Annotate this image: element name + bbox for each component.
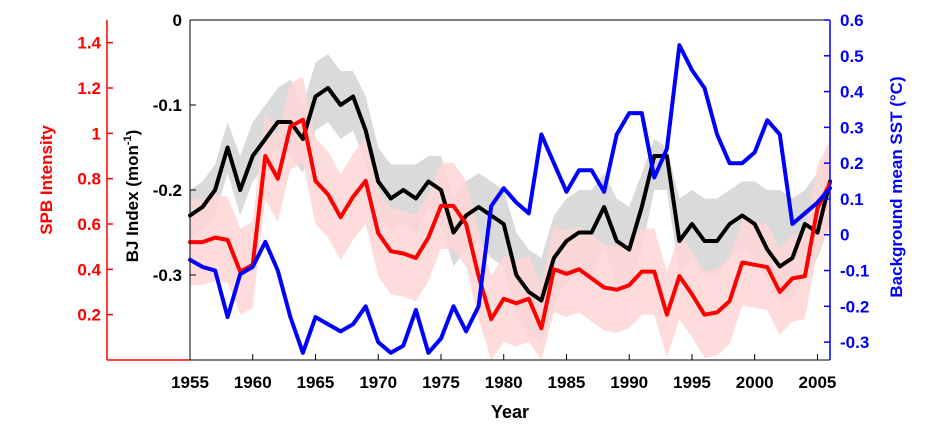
sst-tick-label: 0.4 [840,83,864,102]
x-tick-label: 2000 [736,373,774,392]
x-tick-label: 1965 [297,373,335,392]
sst-tick-label: 0.3 [840,118,864,137]
sst-tick-label: 0.6 [840,11,864,30]
bj-axis-title-end: ) [123,130,142,136]
bj-tick-label: 0 [173,11,182,30]
sst-tick-label: 0.2 [840,154,864,173]
spb-tick-label: 0.2 [77,306,101,325]
spb-tick-label: 1 [92,124,101,143]
sst-tick-label: -0.1 [840,262,869,281]
bj-axis-title: BJ Index (mon-1) [122,130,142,263]
spb-tick-label: 1.2 [77,79,101,98]
x-tick-label: 1960 [234,373,272,392]
sst-series-line [188,43,832,355]
sst-tick-label: 0.1 [840,190,864,209]
bj-axis-title-main: BJ Index (mon [123,145,142,262]
bj-tick-label: -0.2 [153,181,182,200]
spb-tick-label: 0.8 [77,170,101,189]
x-tick-label: 1995 [673,373,711,392]
sst-axis-title: Background mean SST (°C) [887,76,906,297]
spb-axis-title: SPB Intensity [37,125,56,235]
sst-tick-label: -0.2 [840,297,869,316]
spb-series-line [188,117,832,331]
x-tick-label: 1955 [171,373,209,392]
bj-series-line [188,86,832,303]
bj-tick-label: -0.3 [153,266,182,285]
x-tick-label: 1985 [548,373,586,392]
spb-tick-label: 0.6 [77,215,101,234]
spb-uncertainty-band [190,76,830,360]
sst-tick-label: 0.5 [840,47,864,66]
x-tick-label: 1980 [485,373,523,392]
bj-uncertainty-band [190,54,830,343]
x-tick-label: 1970 [359,373,397,392]
spb-tick-label: 0.4 [77,260,101,279]
sst-tick-label: -0.3 [840,333,869,352]
x-tick-label: 1975 [422,373,460,392]
bj-axis-title-sup: -1 [122,135,134,145]
sst-tick-label: 0 [840,226,849,245]
x-axis-title: Year [491,402,529,420]
spb-tick-label: 1.4 [77,34,101,53]
bj-tick-label: -0.1 [153,96,182,115]
x-tick-label: 2005 [799,373,837,392]
x-tick-label: 1990 [610,373,648,392]
